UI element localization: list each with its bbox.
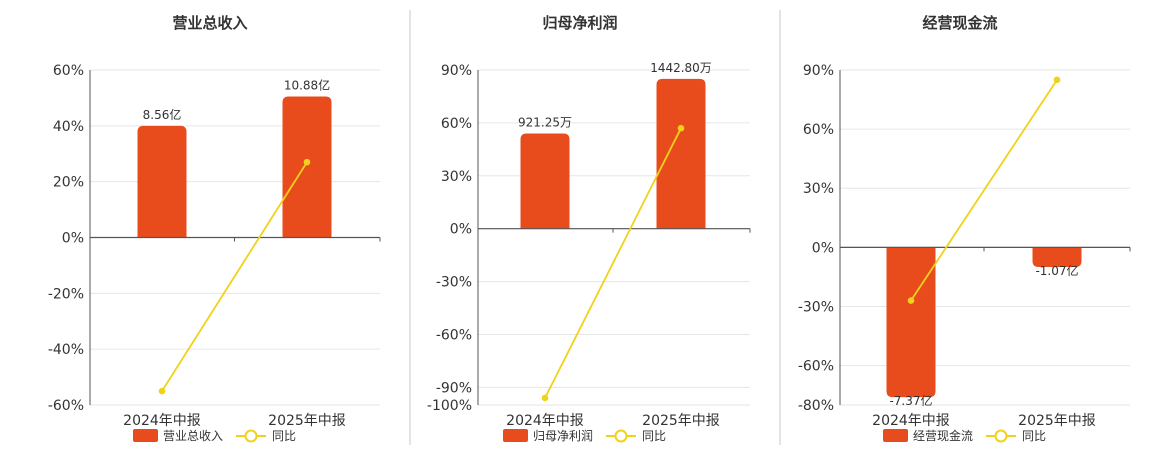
legend-line-label: 同比 <box>642 429 666 443</box>
y-tick-label: 30% <box>441 169 472 185</box>
yoy-point <box>677 124 685 132</box>
y-tick-label: 0% <box>812 240 834 256</box>
bar <box>656 78 706 229</box>
y-tick-label: 90% <box>441 63 472 79</box>
legend-line-marker <box>994 429 1008 443</box>
x-category-label: 2024年中报 <box>123 413 201 429</box>
data-label: -7.37亿 <box>889 393 932 408</box>
yoy-point <box>1053 76 1061 84</box>
y-tick-label: 40% <box>53 119 84 135</box>
y-tick-label: 0% <box>450 222 472 238</box>
y-tick-label: 60% <box>441 116 472 132</box>
x-category-label: 2025年中报 <box>1018 413 1096 429</box>
bar <box>282 96 332 238</box>
yoy-point <box>158 387 166 395</box>
legend-line-label: 同比 <box>272 429 296 443</box>
y-tick-label: 60% <box>803 122 834 138</box>
legend-line-marker <box>614 429 628 443</box>
data-label: -1.07亿 <box>1035 263 1078 278</box>
data-label: 10.88亿 <box>284 78 330 93</box>
x-category-label: 2024年中报 <box>872 413 950 429</box>
yoy-point <box>541 394 549 402</box>
y-tick-label: 0% <box>62 231 84 247</box>
x-category-label: 2024年中报 <box>506 413 584 429</box>
bar <box>886 247 936 398</box>
legend-bar-label: 归母净利润 <box>533 429 593 443</box>
y-tick-label: -40% <box>48 342 84 358</box>
chart-title: 经营现金流 <box>922 14 997 32</box>
x-category-label: 2025年中报 <box>642 413 720 429</box>
legend-bar-label: 经营现金流 <box>913 428 973 443</box>
y-tick-label: -20% <box>48 286 84 302</box>
y-tick-label: -100% <box>427 398 472 414</box>
y-tick-label: -80% <box>798 398 834 414</box>
data-label: 921.25万 <box>518 115 572 129</box>
data-label: 8.56亿 <box>143 107 182 122</box>
chart-title: 营业总收入 <box>172 14 247 32</box>
y-tick-label: -60% <box>798 359 834 375</box>
data-label: 1442.80万 <box>650 61 712 75</box>
bar <box>1032 247 1082 268</box>
y-tick-label: -30% <box>436 275 472 291</box>
y-tick-label: -30% <box>798 299 834 315</box>
y-tick-label: 20% <box>53 175 84 191</box>
y-tick-label: -90% <box>436 380 472 396</box>
y-tick-label: -60% <box>436 327 472 343</box>
bar <box>520 133 570 229</box>
legend-line-marker <box>244 429 258 443</box>
yoy-line <box>544 127 682 399</box>
bar <box>137 125 187 238</box>
y-tick-label: 60% <box>53 63 84 79</box>
y-tick-label: 90% <box>803 63 834 79</box>
x-category-label: 2025年中报 <box>268 413 346 429</box>
y-tick-label: -60% <box>48 398 84 414</box>
legend-bar-swatch <box>133 429 158 442</box>
legend-bar-swatch <box>883 429 908 442</box>
legend-bar-label: 营业总收入 <box>163 429 223 443</box>
yoy-point <box>907 297 915 304</box>
y-tick-label: 30% <box>803 181 834 197</box>
yoy-line <box>161 161 308 392</box>
yoy-line <box>910 79 1058 302</box>
yoy-point <box>303 158 311 166</box>
chart-title: 归母净利润 <box>542 14 617 32</box>
legend-line-label: 同比 <box>1022 429 1046 443</box>
legend-bar-swatch <box>503 429 528 442</box>
